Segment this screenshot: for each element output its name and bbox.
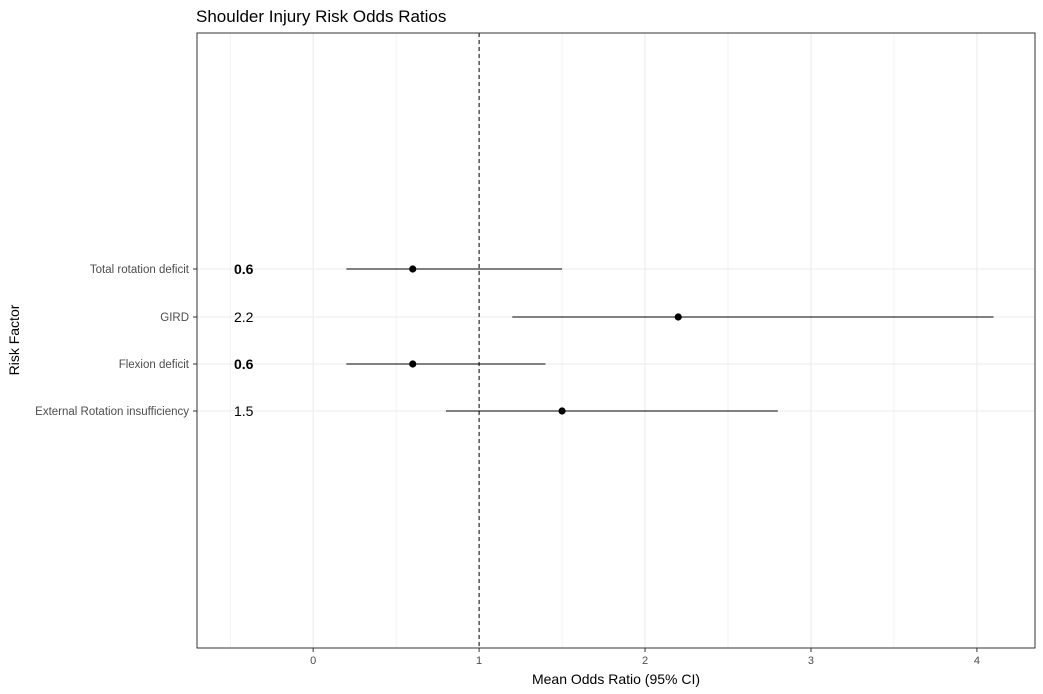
x-tick-label: 4 <box>974 655 980 667</box>
point-estimates <box>409 265 682 415</box>
y-axis-title: Risk Factor <box>6 304 22 375</box>
y-tick-label: Flexion deficit <box>119 359 190 371</box>
point-estimate <box>409 265 417 273</box>
y-tick-label: External Rotation insufficiency <box>35 406 189 418</box>
y-axis: Total rotation deficit GIRD Flexion defici… <box>35 264 197 418</box>
x-tick-label: 2 <box>642 655 648 667</box>
panel-border <box>196 32 1036 649</box>
x-axis: 0 1 2 3 4 <box>310 648 980 667</box>
point-estimate <box>674 313 682 321</box>
point-estimate <box>558 407 566 415</box>
grid <box>197 33 1035 648</box>
y-tick-label: GIRD <box>160 312 189 324</box>
x-axis-title: Mean Odds Ratio (95% CI) <box>532 671 700 687</box>
x-tick-label: 0 <box>310 655 316 667</box>
value-label: 1.5 <box>234 403 254 419</box>
value-label: 0.6 <box>234 356 254 372</box>
value-label: 0.6 <box>234 261 254 277</box>
x-tick-label: 1 <box>476 655 482 667</box>
error-bars <box>346 268 994 412</box>
value-label: 2.2 <box>234 309 254 325</box>
x-tick-label: 3 <box>808 655 814 667</box>
chart-title: Shoulder Injury Risk Odds Ratios <box>196 7 446 26</box>
point-estimate <box>409 360 417 368</box>
value-labels: 0.6 2.2 0.6 1.5 <box>234 261 254 419</box>
y-tick-label: Total rotation deficit <box>90 264 190 276</box>
